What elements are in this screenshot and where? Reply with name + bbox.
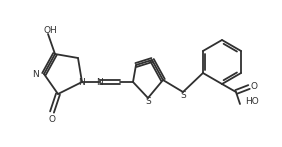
Text: N: N — [32, 70, 39, 78]
Text: O: O — [49, 115, 56, 123]
Text: S: S — [180, 91, 186, 100]
Text: N: N — [79, 77, 85, 86]
Text: N: N — [97, 77, 103, 86]
Text: O: O — [250, 81, 257, 91]
Text: OH: OH — [43, 25, 57, 35]
Text: HO: HO — [245, 97, 259, 106]
Text: S: S — [145, 97, 151, 106]
